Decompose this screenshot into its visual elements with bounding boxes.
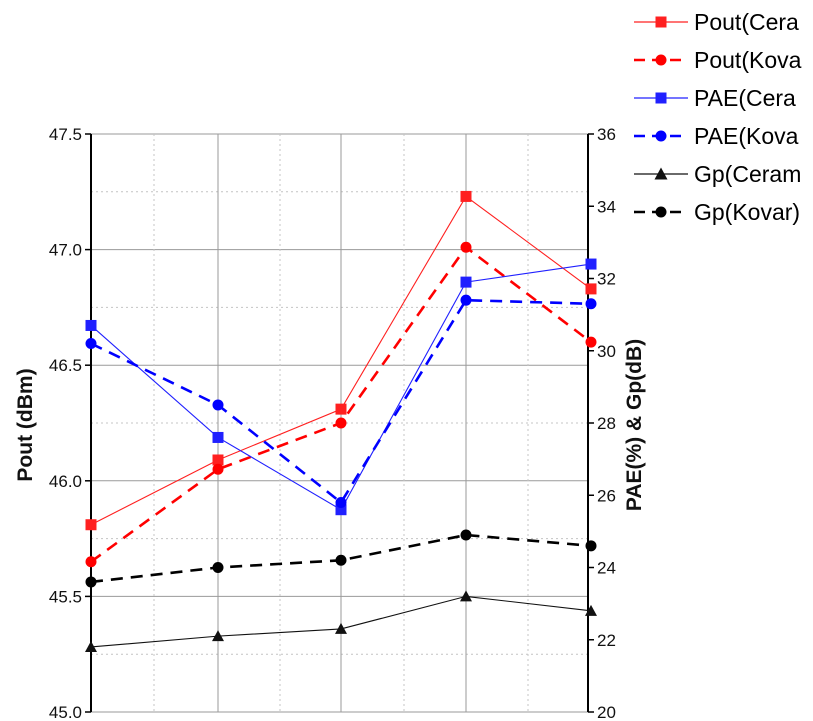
- legend-label: PAE(Cera: [694, 85, 796, 111]
- right-axis-tick-label: 34: [597, 197, 616, 216]
- data-point-square: [585, 258, 597, 270]
- series-4: [85, 590, 597, 652]
- data-point-triangle: [654, 167, 668, 180]
- data-point-triangle: [335, 622, 347, 634]
- right-axis-tick-label: 24: [597, 559, 616, 578]
- data-point-circle: [655, 54, 667, 66]
- left-axis-tick-label: 46.0: [49, 472, 82, 491]
- grid-lines: [91, 133, 588, 713]
- right-axis-tick-label: 26: [597, 486, 616, 505]
- right-axis-tick-label: 28: [597, 414, 616, 433]
- data-point-square: [585, 283, 597, 295]
- legend-item-4: Gp(Ceram: [634, 161, 801, 187]
- left-axis-tick-label: 47.5: [49, 125, 82, 144]
- legend-label: PAE(Kova: [694, 123, 799, 149]
- legend-item-5: Gp(Kovar): [634, 199, 800, 225]
- legend-item-2: PAE(Cera: [634, 85, 796, 111]
- data-point-circle: [655, 206, 667, 218]
- data-point-circle: [85, 576, 97, 588]
- series-1: [85, 241, 597, 568]
- data-point-square: [335, 504, 347, 516]
- data-point-square: [212, 431, 224, 443]
- left-axis-tick-label: 45.5: [49, 587, 82, 606]
- data-point-square: [85, 519, 97, 531]
- data-point-circle: [335, 496, 347, 508]
- right-axis-tick-label: 20: [597, 703, 616, 721]
- left-axis-tick-label: 45.0: [49, 703, 82, 721]
- data-point-circle: [585, 298, 597, 310]
- right-axis-tick-label: 32: [597, 270, 616, 289]
- right-axis-tick-label: 36: [597, 125, 616, 144]
- data-point-square: [460, 190, 472, 202]
- left-axis-tick-label: 46.5: [49, 356, 82, 375]
- data-point-circle: [335, 554, 347, 566]
- data-point-circle: [212, 399, 224, 411]
- data-point-square: [212, 454, 224, 466]
- legend-label: Gp(Ceram: [694, 161, 801, 187]
- data-point-square: [655, 92, 667, 104]
- data-point-square: [655, 16, 667, 28]
- data-point-circle: [335, 417, 347, 429]
- data-point-circle: [212, 562, 224, 573]
- legend-label: Pout(Kova: [694, 47, 802, 73]
- data-point-circle: [460, 529, 472, 541]
- data-point-circle: [85, 338, 97, 350]
- legend-label: Pout(Cera: [694, 9, 799, 35]
- series-3: [85, 294, 597, 508]
- legend-item-1: Pout(Kova: [634, 47, 802, 73]
- data-point-triangle: [585, 604, 597, 616]
- data-point-circle: [460, 294, 472, 306]
- right-axis-tick-label: 22: [597, 631, 616, 650]
- data-point-triangle: [460, 590, 472, 602]
- data-point-circle: [85, 556, 97, 568]
- data-point-circle: [655, 130, 667, 142]
- left-axis-title: Pout (dBm): [14, 368, 37, 481]
- data-point-circle: [212, 463, 224, 475]
- series-5: [85, 529, 597, 588]
- data-point-circle: [585, 540, 597, 552]
- data-point-circle: [585, 336, 597, 348]
- data-point-square: [85, 319, 97, 331]
- legend: Pout(Cera Pout(Kova PAE(Cera PAE(Kova Gp(Cer…: [634, 9, 802, 225]
- data-point-square: [335, 403, 347, 415]
- series-0: [85, 190, 597, 531]
- right-axis-tick-label: 30: [597, 342, 616, 361]
- legend-label: Gp(Kovar): [694, 199, 800, 225]
- legend-item-3: PAE(Kova: [634, 123, 799, 149]
- left-axis-tick-label: 47.0: [49, 241, 82, 260]
- series-2: [85, 258, 597, 516]
- data-point-triangle: [85, 640, 97, 652]
- right-axis-title: PAE(%) & Gp(dB): [623, 339, 646, 511]
- legend-item-0: Pout(Cera: [634, 9, 799, 35]
- data-point-circle: [460, 241, 472, 253]
- data-point-triangle: [212, 630, 224, 642]
- data-series: [85, 190, 597, 652]
- data-point-square: [460, 276, 472, 288]
